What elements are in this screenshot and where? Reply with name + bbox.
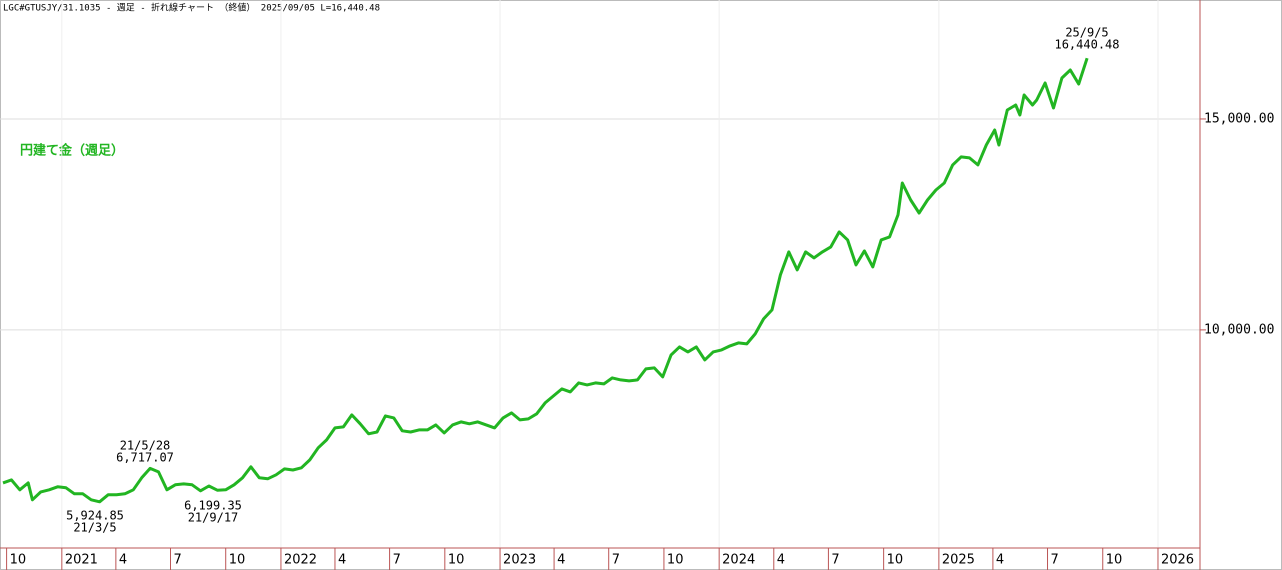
- x-tick-label: 2022: [284, 553, 317, 568]
- annotation-value: 6,717.07: [116, 451, 174, 465]
- x-tick-label: 7: [1051, 553, 1059, 568]
- x-tick-label: 7: [612, 553, 620, 568]
- annotation-value: 16,440.48: [1054, 38, 1119, 52]
- annotation-date: 21/9/17: [188, 511, 239, 525]
- annotation-value: 6,199.35: [184, 499, 242, 513]
- annotation-value: 5,924.85: [66, 509, 124, 523]
- x-tick-label: 10: [10, 553, 27, 568]
- y-tick-label: 10,000.00: [1204, 322, 1274, 337]
- x-tick-label: 4: [119, 553, 127, 568]
- x-tick-label: 7: [393, 553, 401, 568]
- x-tick-label: 7: [173, 553, 181, 568]
- x-tick-label: 10: [448, 553, 465, 568]
- x-tick-label: 4: [777, 553, 785, 568]
- x-tick-label: 7: [831, 553, 839, 568]
- annotation-date: 25/9/5: [1065, 26, 1108, 40]
- annotation-date: 21/3/5: [73, 521, 116, 535]
- x-tick-label: 4: [557, 553, 565, 568]
- x-tick-label: 2021: [65, 553, 98, 568]
- x-tick-label: 2023: [503, 553, 536, 568]
- x-tick-label: 10: [1106, 553, 1123, 568]
- x-tick-label: 10: [667, 553, 684, 568]
- x-tick-label: 2026: [1161, 553, 1194, 568]
- x-tick-label: 4: [996, 553, 1004, 568]
- legend-label: 円建て金（週足）: [20, 143, 124, 159]
- annotation-date: 21/5/28: [120, 439, 171, 453]
- x-tick-label: 4: [338, 553, 346, 568]
- x-tick-label: 10: [229, 553, 246, 568]
- x-tick-label: 2025: [942, 553, 975, 568]
- y-tick-label: 15,000.00: [1204, 111, 1274, 126]
- chart-title: LGC#GTUSJY/31.1035 - 週足 - 折れ線チャート （終値） 2…: [3, 2, 380, 14]
- x-tick-label: 10: [887, 553, 904, 568]
- x-tick-label: 2024: [722, 553, 755, 568]
- line-series: [2, 57, 1089, 504]
